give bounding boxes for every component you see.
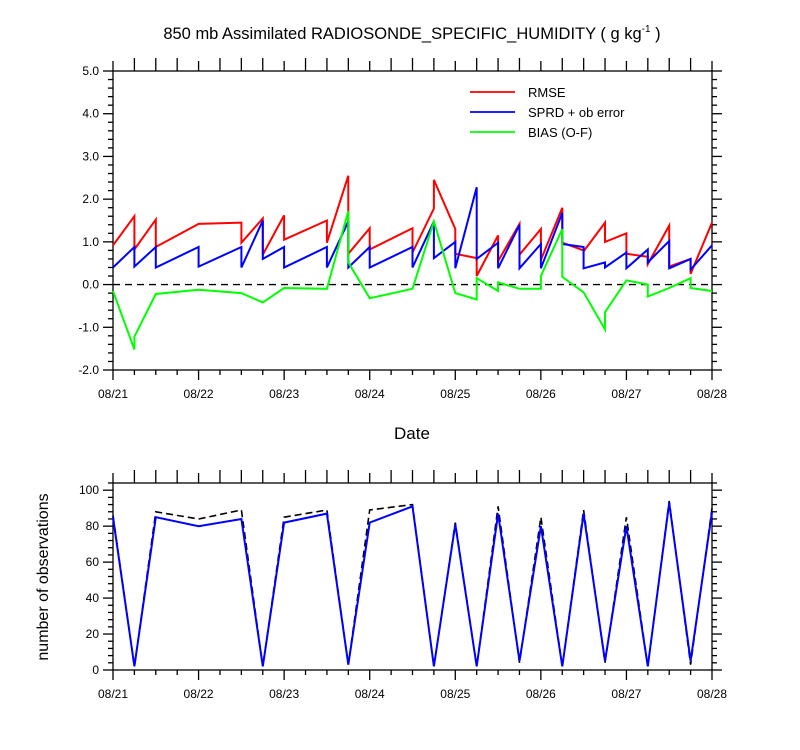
x-tick-label: 08/28	[697, 387, 727, 401]
x-tick-label: 08/21	[98, 687, 128, 701]
y-tick-label: 20	[86, 627, 100, 641]
y-tick-label: -2.0	[78, 363, 99, 377]
legend-label: BIAS (O-F)	[528, 125, 592, 140]
x-tick-label: 08/26	[526, 687, 556, 701]
series-line-possible	[112, 500, 713, 667]
y-tick-label: 40	[86, 591, 100, 605]
x-tick-label: 08/21	[98, 387, 128, 401]
x-tick-label: 08/23	[269, 687, 299, 701]
bottom-chart: 08/21 08/22 08/23 08/24 08/25 08/26 08/27 08/28…	[79, 470, 727, 701]
y-axis-label: number of observations	[35, 493, 52, 660]
y-tick-label: 60	[86, 555, 100, 569]
x-tick-label: 08/27	[611, 387, 641, 401]
x-tick-label: 08/25	[440, 387, 470, 401]
x-tick-label: 08/24	[355, 687, 385, 701]
chart-title: 850 mb Assimilated RADIOSONDE_SPECIFIC_H…	[163, 24, 660, 43]
legend-label: SPRD + ob error	[528, 105, 625, 120]
y-tick-label: 80	[86, 519, 100, 533]
x-tick-label: 08/24	[355, 387, 385, 401]
x-tick-label: 08/23	[269, 387, 299, 401]
x-tick-label: 08/22	[184, 687, 214, 701]
series-line-used	[112, 502, 713, 667]
y-tick-label: 4.0	[82, 107, 99, 121]
x-tick-label: 08/22	[184, 387, 214, 401]
y-tick-label: 3.0	[82, 149, 99, 163]
x-tick-label: 08/27	[611, 687, 641, 701]
x-axis-label: Date	[394, 424, 430, 443]
y-tick-label: -1.0	[78, 320, 99, 334]
y-tick-label: 100	[79, 483, 99, 497]
x-tick-label: 08/26	[526, 387, 556, 401]
series-line-bias-o-f	[112, 210, 713, 350]
y-tick-label: 0	[92, 663, 99, 677]
y-tick-label: 2.0	[82, 192, 99, 206]
y-tick-label: 1.0	[82, 235, 99, 249]
series-line-sprd-ob-error	[112, 186, 713, 273]
x-tick-label: 08/28	[697, 687, 727, 701]
y-tick-label: 5.0	[82, 64, 99, 78]
legend-label: RMSE	[528, 85, 566, 100]
x-tick-label: 08/25	[440, 687, 470, 701]
y-tick-label: 0.0	[82, 278, 99, 292]
top-chart: 08/21 08/22 08/23 08/24 08/25 08/26 08/27 08/28…	[78, 58, 727, 401]
